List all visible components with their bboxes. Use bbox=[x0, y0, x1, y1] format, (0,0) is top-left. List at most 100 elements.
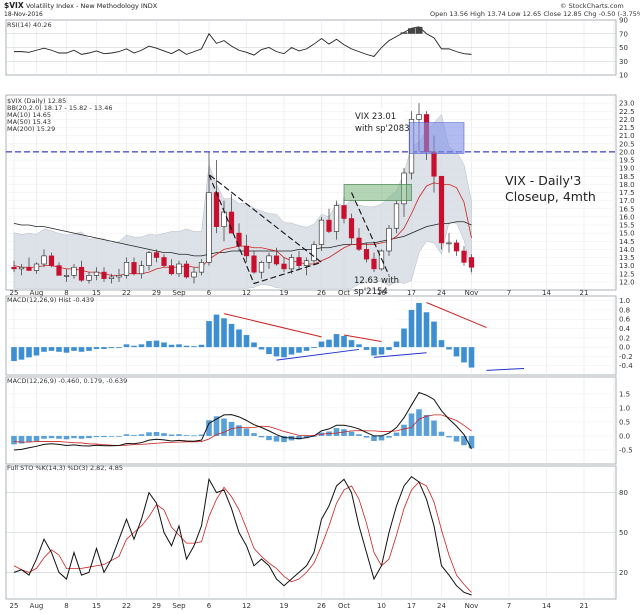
x-tick-label-price: Sep bbox=[172, 289, 186, 297]
price-tick-label: 15.0 bbox=[619, 230, 635, 238]
candle-body bbox=[176, 263, 182, 275]
macd-hist-bar bbox=[356, 344, 362, 348]
price-tick-label: 12.5 bbox=[619, 270, 635, 278]
candle-body bbox=[146, 252, 152, 266]
ma200-line bbox=[13, 221, 472, 257]
macd-hist-bar-secondary bbox=[446, 435, 452, 438]
macd-hist-bar-secondary bbox=[221, 418, 227, 436]
macd-hist-bar bbox=[63, 347, 70, 353]
macd-hist-bar bbox=[206, 321, 212, 348]
blue-divergence-line bbox=[373, 352, 427, 358]
hist-tick-label: -0.4 bbox=[619, 362, 633, 370]
hist-tick-label: 0.2 bbox=[619, 334, 630, 342]
red-divergence-line bbox=[426, 302, 487, 329]
sto-tick-label: 50 bbox=[619, 529, 628, 537]
candle-body bbox=[281, 263, 287, 270]
blue-divergence-line bbox=[486, 367, 525, 371]
candle-body bbox=[296, 257, 302, 266]
candle-body bbox=[363, 249, 370, 260]
ma50-legend: MA(50) 15.43 bbox=[7, 118, 51, 126]
x-tick-label-price: 17 bbox=[407, 289, 416, 297]
macd-hist-bar bbox=[438, 340, 445, 348]
blue-divergence-line bbox=[276, 348, 360, 361]
x-tick-label-price: 8 bbox=[64, 289, 68, 297]
macd-hist-bar-secondary bbox=[213, 416, 220, 436]
macd-hist-bar-secondary bbox=[153, 432, 160, 436]
macd-hist-bar-secondary bbox=[63, 435, 70, 440]
macd-hist-bar bbox=[221, 318, 227, 348]
x-tick-label-bottom: 17 bbox=[407, 602, 416, 610]
x-tick-label-price: 6 bbox=[207, 289, 212, 297]
x-tick-label-bottom: 6 bbox=[207, 602, 212, 610]
rsi-tick-label: 10 bbox=[619, 72, 628, 80]
candle-body bbox=[438, 175, 445, 244]
macd-hist-bar bbox=[183, 345, 190, 348]
candle-body bbox=[41, 255, 47, 265]
macd-hist-bar-secondary bbox=[438, 431, 445, 436]
price-tick-label: 22.0 bbox=[619, 116, 635, 124]
x-tick-label-price: Aug bbox=[30, 289, 44, 297]
ohlc-readout: Open 13.56 High 13.74 Low 12.65 Close 12… bbox=[430, 10, 640, 18]
low-note-line1: 12.63 with bbox=[354, 276, 399, 286]
x-tick-label-price: Oct bbox=[338, 289, 350, 297]
candle-body bbox=[243, 245, 250, 257]
price-tick-label: 22.5 bbox=[619, 108, 635, 116]
sto-k-line bbox=[13, 475, 472, 596]
candle-body bbox=[326, 219, 332, 232]
candle-body bbox=[153, 252, 160, 258]
macd-hist-bar-secondary bbox=[378, 435, 385, 441]
macd-tick-label: 1.5 bbox=[619, 390, 630, 398]
x-tick-label-price: 29 bbox=[152, 289, 161, 297]
macd-hist-bar-secondary bbox=[363, 435, 370, 438]
macd-hist-bar bbox=[281, 347, 287, 358]
price-tick-label: 16.5 bbox=[619, 205, 635, 213]
macd-hist-bar-secondary bbox=[41, 435, 47, 439]
macd-line bbox=[13, 391, 472, 451]
candle-body bbox=[206, 192, 212, 263]
macd-hist-bar-secondary bbox=[191, 435, 197, 437]
sto-tick-label: 80 bbox=[619, 489, 628, 497]
macd-hist-bar bbox=[116, 347, 122, 348]
macd-hist-bar-secondary bbox=[26, 435, 32, 443]
macd-hist-bar bbox=[431, 321, 437, 348]
macd-hist-bar bbox=[33, 347, 40, 356]
x-tick-label-price: 21 bbox=[580, 289, 589, 297]
candle-body bbox=[93, 271, 100, 276]
macd-hist-bar bbox=[273, 347, 280, 357]
candle-body bbox=[393, 203, 400, 229]
macd-tick-label: 0.5 bbox=[619, 418, 630, 426]
macd-hist-bar-secondary bbox=[258, 435, 265, 438]
high-note-line2: with sp'2083 bbox=[355, 124, 410, 134]
macd-hist-bar bbox=[408, 309, 415, 348]
x-tick-label-price: 14 bbox=[542, 289, 551, 297]
candle-body bbox=[461, 250, 467, 263]
price-tick-label: 13.0 bbox=[619, 262, 635, 270]
macd-hist-bar bbox=[266, 347, 272, 355]
macd-hist-bar bbox=[333, 334, 340, 348]
x-tick-label-bottom: 21 bbox=[580, 602, 589, 610]
macd-hist-bar bbox=[161, 342, 167, 348]
watermark: © StockCharts.com bbox=[560, 2, 624, 10]
macd-hist-bar bbox=[71, 347, 77, 351]
macd-legend: MACD(12,26,9) -0.460, 0.179, -0.639 bbox=[7, 377, 127, 385]
macd-hist-bar-secondary bbox=[18, 435, 25, 444]
candle-body bbox=[221, 211, 227, 227]
macd-hist-bar-secondary bbox=[266, 435, 272, 441]
x-tick-label-bottom: 14 bbox=[542, 602, 551, 610]
hist-tick-label: -0.2 bbox=[619, 353, 633, 361]
index-name: Volatility Index - New Methodology INDX bbox=[26, 2, 158, 10]
macd-tick-label: 0.0 bbox=[619, 432, 630, 440]
candle-body bbox=[251, 255, 257, 273]
candle-body bbox=[33, 263, 40, 271]
macd-signal-line bbox=[13, 414, 472, 446]
macd-hist-bar bbox=[326, 339, 332, 348]
candle-body bbox=[101, 271, 107, 279]
macd-hist-bar bbox=[461, 347, 467, 363]
macd-hist-bar-secondary bbox=[236, 425, 242, 436]
candle-body bbox=[48, 255, 55, 266]
ma10-legend: MA(10) 14.65 bbox=[7, 111, 51, 119]
price-tick-label: 17.0 bbox=[619, 197, 635, 205]
hist-tick-label: 0.0 bbox=[619, 344, 630, 352]
macd-hist-bar bbox=[423, 312, 430, 348]
ma10-line bbox=[13, 182, 472, 276]
